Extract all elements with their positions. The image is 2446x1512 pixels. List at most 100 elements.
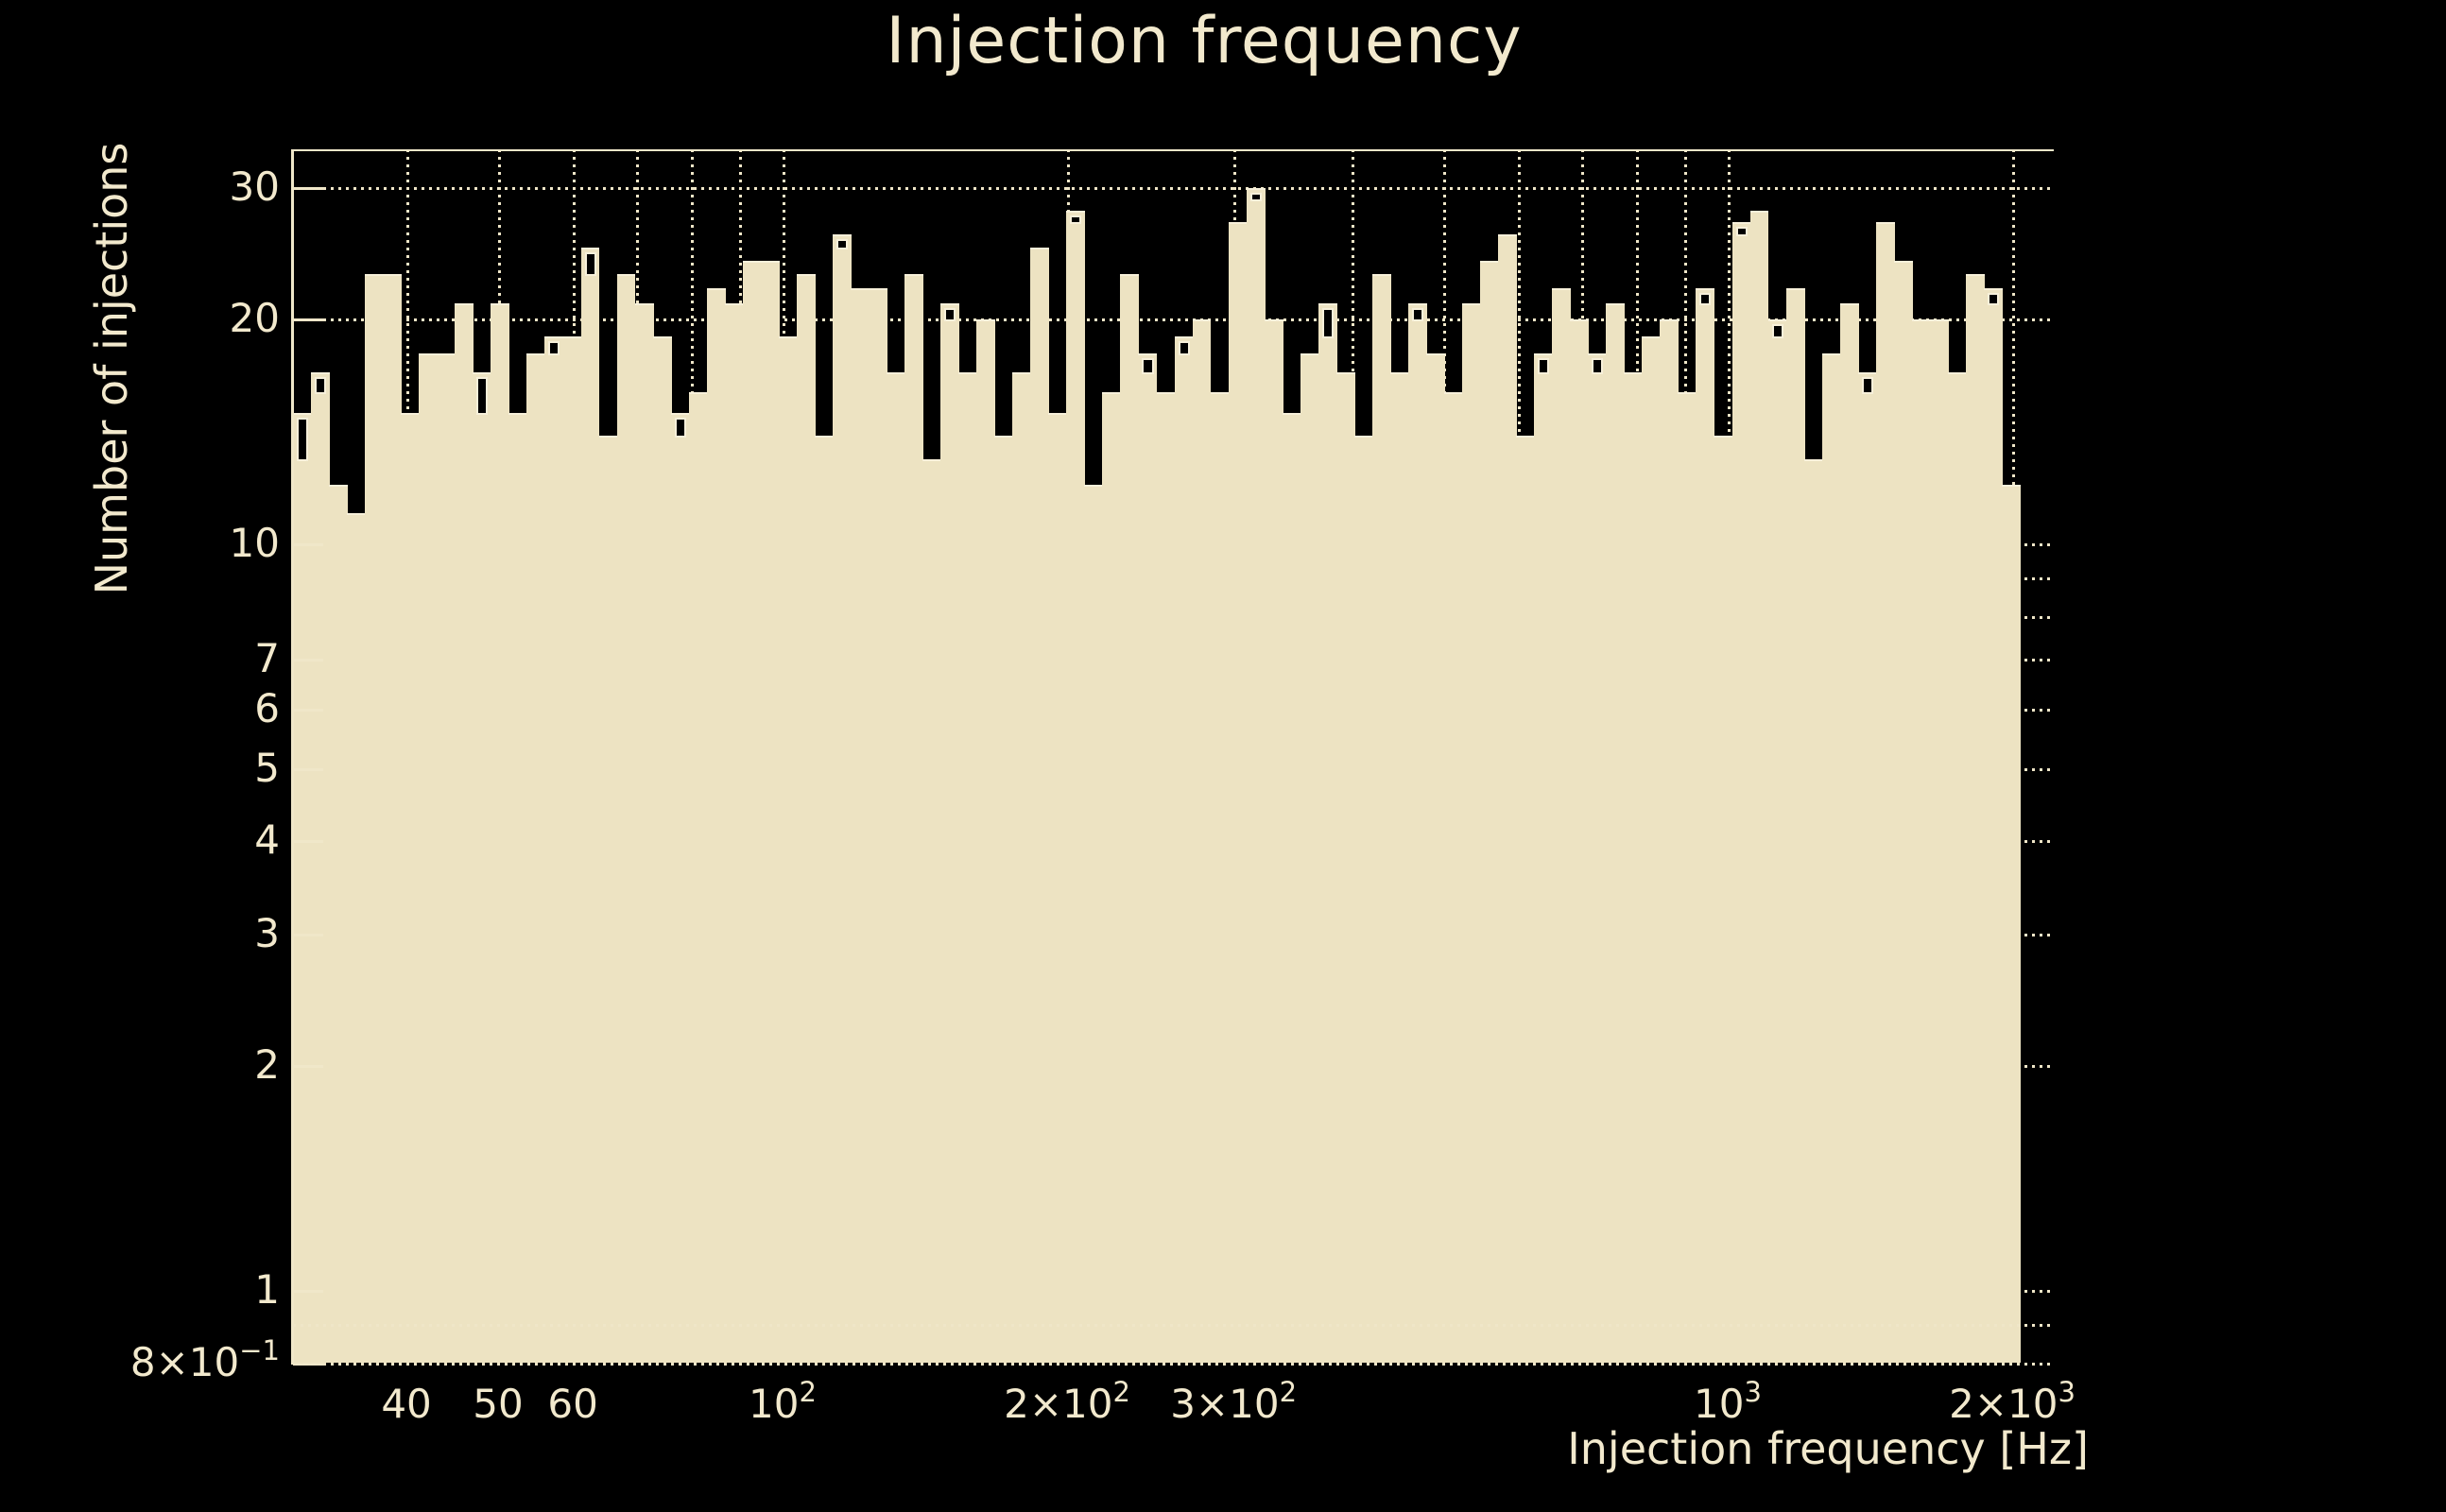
- histogram-bar: [1624, 371, 1644, 1363]
- frame-top-line: [293, 149, 2054, 151]
- histogram-bar: [580, 247, 600, 1363]
- histogram-bar: [1228, 222, 1248, 1363]
- y-tick-label: 5: [254, 744, 280, 791]
- histogram-bar: [1911, 319, 1931, 1363]
- overlay-notch: [1861, 376, 1873, 394]
- histogram-bar: [1444, 391, 1463, 1363]
- histogram-bar: [616, 274, 636, 1363]
- overlay-notch: [315, 376, 327, 394]
- histogram-bar: [419, 353, 439, 1363]
- y-tick: [293, 934, 323, 937]
- histogram-bar: [1893, 260, 1913, 1363]
- y-tick: [293, 1065, 323, 1069]
- histogram-bar: [1012, 371, 1032, 1363]
- histogram-bar: [1480, 260, 1499, 1363]
- histogram-bar: [1335, 371, 1355, 1363]
- histogram-bar: [958, 371, 978, 1363]
- histogram-bar: [760, 260, 780, 1363]
- histogram-bar: [1192, 319, 1212, 1363]
- y-tick-label: 7: [254, 635, 280, 682]
- histogram-bar: [508, 412, 528, 1363]
- y-tick-label: 20: [229, 295, 280, 342]
- histogram-bar: [1210, 391, 1230, 1363]
- histogram-bar: [1660, 319, 1679, 1363]
- histogram-bar: [887, 371, 905, 1363]
- histogram-bar: [1264, 319, 1283, 1363]
- histogram-bar: [1857, 371, 1877, 1363]
- x-tick-label: 102: [749, 1376, 817, 1427]
- histogram-bar: [1389, 371, 1409, 1363]
- histogram-bar: [1588, 353, 1608, 1363]
- histogram-bar: [796, 274, 816, 1363]
- histogram-bar: [1965, 274, 1985, 1363]
- histogram-bar: [437, 353, 456, 1363]
- histogram-bar: [293, 412, 312, 1363]
- x-axis-title: Injection frequency [Hz]: [1567, 1423, 2089, 1474]
- histogram-bar: [491, 303, 510, 1363]
- histogram-bar: [1606, 303, 1626, 1363]
- overlay-notch: [1070, 215, 1082, 225]
- histogram-bar: [850, 288, 870, 1363]
- overlay-notch: [1592, 358, 1604, 374]
- histogram-bar: [994, 435, 1014, 1363]
- overlay-notch: [835, 239, 848, 249]
- histogram-bar: [1156, 391, 1176, 1363]
- histogram-bar: [1084, 485, 1104, 1363]
- y-tick: [293, 543, 323, 546]
- y-tick-label: 3: [254, 910, 280, 957]
- histogram-bar: [778, 335, 798, 1363]
- histogram-bar: [1534, 353, 1554, 1363]
- histogram-bar: [598, 435, 618, 1363]
- histogram-bar: [1821, 353, 1841, 1363]
- histogram-bar: [869, 288, 887, 1363]
- histogram-bar: [922, 458, 942, 1363]
- overlay-notch: [297, 417, 309, 461]
- x-tick-label: 50: [473, 1381, 524, 1427]
- y-tick: [293, 318, 323, 322]
- histogram-bar: [1875, 222, 1895, 1363]
- histogram-bar: [1318, 303, 1337, 1363]
- histogram-bar: [1030, 247, 1050, 1363]
- overlay-notch: [944, 308, 956, 322]
- histogram-bar: [1498, 234, 1518, 1363]
- y-tick: [293, 659, 323, 662]
- histogram-bar: [401, 412, 421, 1363]
- y-tick-label: 30: [229, 163, 280, 211]
- histogram-bar: [652, 335, 672, 1363]
- histogram-bar: [1642, 335, 1662, 1363]
- histogram-bar: [1696, 288, 1715, 1363]
- histogram-bar: [1767, 319, 1787, 1363]
- histogram-bar: [473, 371, 492, 1363]
- histogram-bar: [1300, 353, 1319, 1363]
- overlay-notch: [1987, 293, 1999, 306]
- histogram-bar: [1246, 188, 1266, 1363]
- y-tick: [293, 767, 323, 771]
- histogram-bar: [311, 371, 330, 1363]
- histogram-bar: [347, 513, 367, 1363]
- histogram-bar: [670, 412, 690, 1363]
- y-tick: [293, 840, 323, 844]
- histogram-bar: [832, 234, 852, 1363]
- x-tick-label: 3×102: [1170, 1376, 1298, 1427]
- histogram-bar: [455, 303, 474, 1363]
- x-tick-label: 2×103: [1949, 1376, 2076, 1427]
- histogram-bar: [1947, 371, 1967, 1363]
- histogram-bar: [1120, 274, 1140, 1363]
- y-tick: [293, 709, 323, 713]
- histogram-bar: [1371, 274, 1391, 1363]
- y-tick-label: 1: [254, 1266, 280, 1313]
- histogram-bar: [1353, 435, 1373, 1363]
- h-gridline: [293, 1324, 2054, 1328]
- overlay-notch: [548, 340, 560, 356]
- overlay-notch: [674, 417, 686, 438]
- overlay-notch: [1142, 358, 1154, 374]
- overlay-notch: [1538, 358, 1550, 374]
- histogram-bar: [634, 303, 654, 1363]
- x-tick-label: 103: [1694, 1376, 1762, 1427]
- histogram-bar: [1048, 412, 1068, 1363]
- histogram-bar: [1282, 412, 1301, 1363]
- histogram-bar: [1983, 288, 2003, 1363]
- overlay-notch: [1321, 308, 1334, 338]
- histogram-bar: [544, 335, 564, 1363]
- y-tick-label: 4: [254, 816, 280, 864]
